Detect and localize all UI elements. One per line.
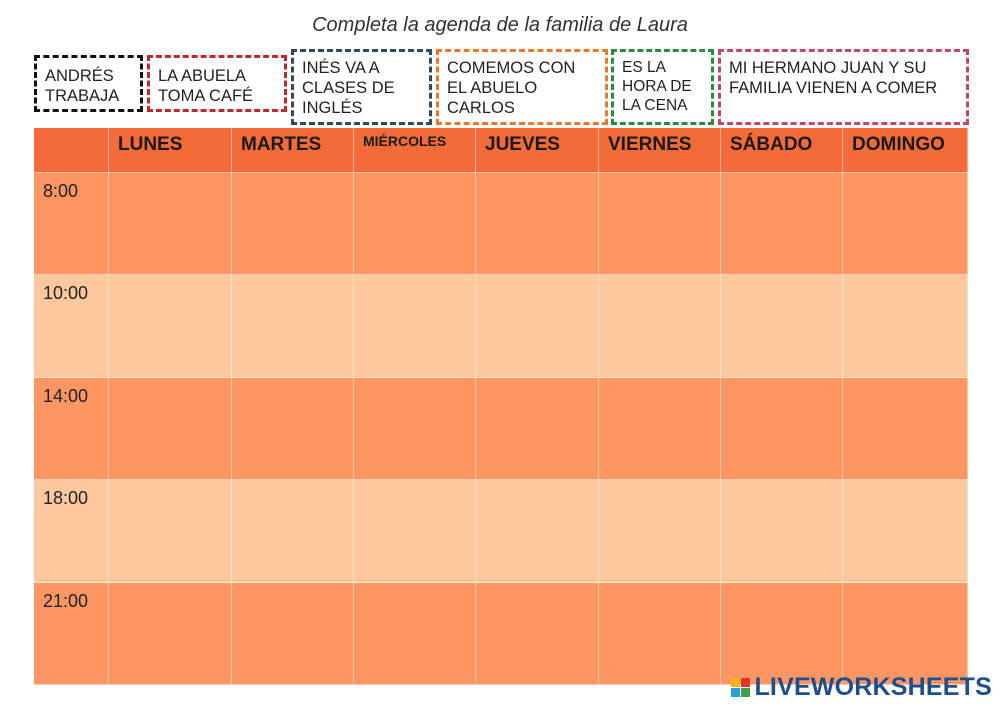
drop-slot[interactable]: [232, 378, 354, 480]
drop-slot[interactable]: [109, 583, 232, 685]
drop-slot[interactable]: [599, 275, 721, 378]
brand-text: LIVEWORKSHEETS: [754, 672, 992, 701]
drag-card-andres-trabaja[interactable]: ANDRÉS TRABAJA: [34, 55, 143, 112]
day-header-martes: MARTES: [232, 128, 354, 173]
liveworksheets-brand: LIVEWORKSHEETS: [731, 673, 992, 701]
drop-slot[interactable]: [843, 173, 968, 275]
day-header-lunes: LUNES: [109, 128, 232, 173]
drag-card-hermano-juan[interactable]: MI HERMANO JUAN Y SU FAMILIA VIENEN A CO…: [718, 49, 969, 125]
drop-slot[interactable]: [721, 173, 843, 275]
drop-slot[interactable]: [109, 480, 232, 583]
drop-slot[interactable]: [476, 275, 599, 378]
drag-card-comemos-abuelo-carlos[interactable]: COMEMOS CON EL ABUELO CARLOS: [436, 49, 608, 125]
day-header-viernes: VIERNES: [599, 128, 721, 173]
drop-slot[interactable]: [354, 378, 476, 480]
agenda-table: LUNES MARTES MIÉRCOLES JUEVES VIERNES SÁ…: [34, 128, 968, 685]
time-label: 8:00: [34, 173, 109, 275]
drop-slot[interactable]: [232, 173, 354, 275]
drop-slot[interactable]: [721, 583, 843, 685]
drop-slot[interactable]: [599, 480, 721, 583]
liveworksheets-logo-icon: [731, 677, 751, 697]
drop-slot[interactable]: [721, 480, 843, 583]
drop-slot[interactable]: [476, 378, 599, 480]
drop-slot[interactable]: [232, 583, 354, 685]
time-label: 21:00: [34, 583, 109, 685]
day-header-jueves: JUEVES: [476, 128, 599, 173]
drop-slot[interactable]: [232, 275, 354, 378]
drop-slot[interactable]: [354, 480, 476, 583]
drop-slot[interactable]: [476, 173, 599, 275]
drop-slot[interactable]: [721, 378, 843, 480]
drop-slot[interactable]: [354, 583, 476, 685]
drop-slot[interactable]: [476, 480, 599, 583]
drop-slot[interactable]: [109, 173, 232, 275]
drop-slot[interactable]: [599, 583, 721, 685]
day-header-sabado: SÁBADO: [721, 128, 843, 173]
drop-slot[interactable]: [843, 275, 968, 378]
drop-slot[interactable]: [354, 275, 476, 378]
drop-slot[interactable]: [843, 480, 968, 583]
drop-slot[interactable]: [843, 583, 968, 685]
drop-slot[interactable]: [476, 583, 599, 685]
drop-slot[interactable]: [599, 173, 721, 275]
drop-slot[interactable]: [599, 378, 721, 480]
time-label: 10:00: [34, 275, 109, 378]
drop-slot[interactable]: [721, 275, 843, 378]
day-header-miercoles: MIÉRCOLES: [354, 128, 476, 173]
drag-card-hora-cena[interactable]: ES LA HORA DE LA CENA: [611, 49, 714, 125]
time-label: 14:00: [34, 378, 109, 480]
drag-card-abuela-toma-cafe[interactable]: LA ABUELA TOMA CAFÉ: [147, 55, 287, 112]
drop-slot[interactable]: [232, 480, 354, 583]
drop-slot[interactable]: [843, 378, 968, 480]
drop-slot[interactable]: [109, 378, 232, 480]
drop-slot[interactable]: [354, 173, 476, 275]
day-header-domingo: DOMINGO: [843, 128, 968, 173]
corner-cell: [34, 128, 109, 173]
drag-card-ines-clases-ingles[interactable]: INÉS VA A CLASES DE INGLÉS: [291, 49, 432, 125]
time-label: 18:00: [34, 480, 109, 583]
page-title: Completa la agenda de la familia de Laur…: [312, 14, 688, 36]
drop-slot[interactable]: [109, 275, 232, 378]
